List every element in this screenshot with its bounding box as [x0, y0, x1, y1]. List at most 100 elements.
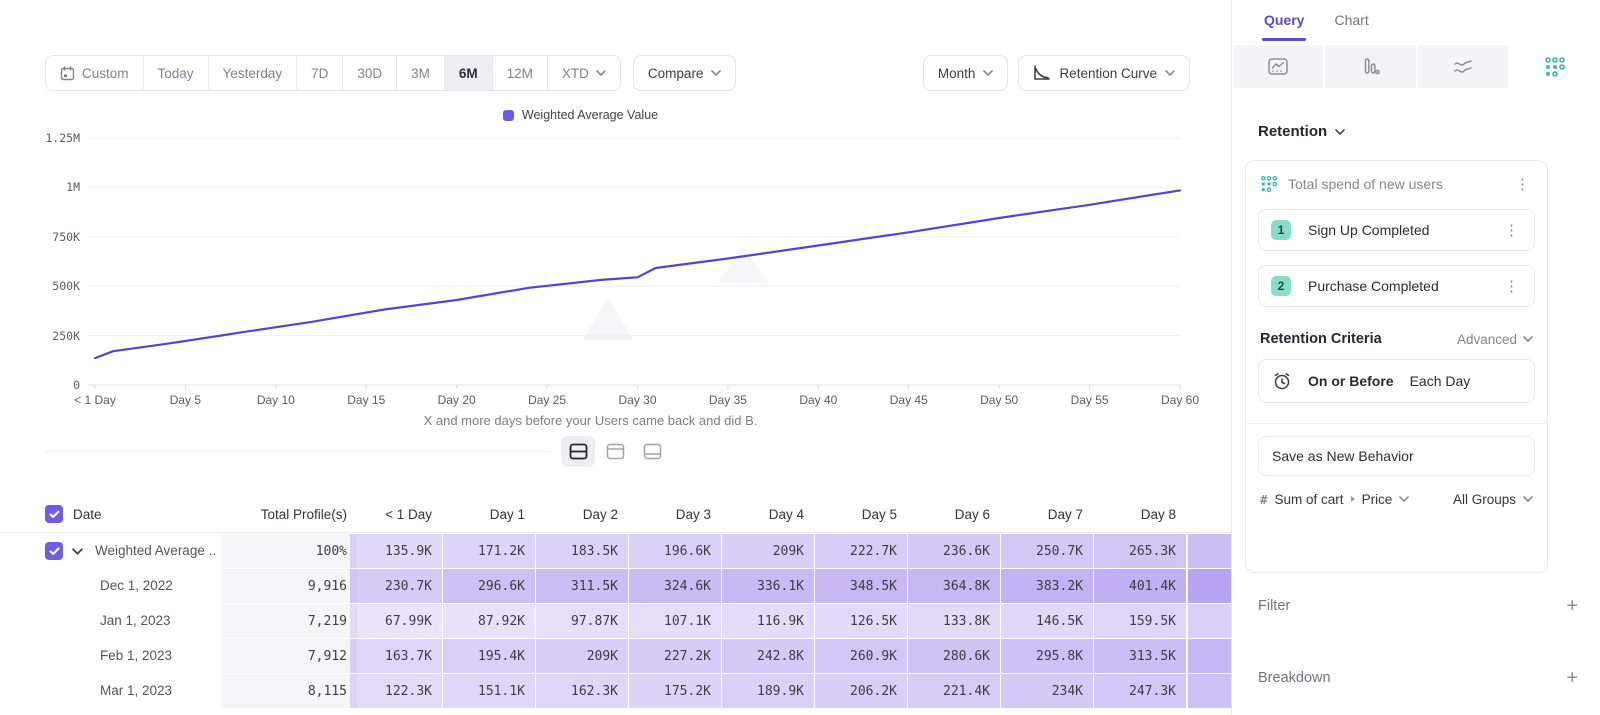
- measurement-property[interactable]: Price: [1361, 491, 1393, 507]
- step-event-label: Sign Up Completed: [1308, 222, 1430, 238]
- report-tab-insights-icon[interactable]: [1233, 45, 1324, 88]
- row-expander-chevron-icon[interactable]: [72, 548, 83, 555]
- date-range-12m[interactable]: 12M: [492, 56, 548, 90]
- advanced-label: Advanced: [1456, 331, 1517, 347]
- column-header-day: Day 8: [1140, 506, 1176, 522]
- retention-value-cell-clipped: [1188, 639, 1231, 673]
- retention-value-cell: 242.8K: [722, 639, 814, 673]
- row-checkbox[interactable]: [45, 542, 63, 560]
- view-toggle-split-icon[interactable]: [561, 436, 595, 467]
- condition-label: On or Before: [1308, 373, 1394, 389]
- table-row: Feb 1, 2023 7,912 163.7K 195.4K 209K 227.2K 24…: [0, 639, 1231, 674]
- measurement-label[interactable]: Sum of cart: [1274, 491, 1344, 507]
- x-axis-tick-label: Day 50: [980, 393, 1019, 407]
- table-view-toggles: [45, 436, 669, 467]
- view-toggle-table-icon[interactable]: [635, 436, 669, 467]
- date-range-label: 12M: [506, 65, 533, 81]
- y-axis-tick-label: 0: [73, 378, 80, 392]
- select-all-checkbox[interactable]: [45, 505, 63, 523]
- column-header-day: Day 4: [768, 506, 804, 522]
- x-axis-tick-label: Day 60: [1160, 393, 1200, 407]
- tab-query[interactable]: Query: [1261, 12, 1307, 41]
- view-toggle-chart-icon[interactable]: [598, 436, 632, 467]
- step-menu-kebab-icon[interactable]: ⋮: [1504, 221, 1519, 239]
- retention-line-chart: X and more days before your Users came b…: [0, 125, 1231, 430]
- chart-type-button[interactable]: Retention Curve: [1018, 55, 1190, 91]
- add-filter-button[interactable]: +: [1566, 595, 1578, 617]
- row-label: Weighted Average ...: [95, 543, 215, 558]
- date-range-30d[interactable]: 30D: [343, 56, 398, 90]
- retention-value-cell: 183.5K: [536, 534, 628, 568]
- retention-icon: [1545, 56, 1565, 77]
- advanced-dropdown[interactable]: Advanced: [1457, 332, 1533, 347]
- report-tab-funnels-icon[interactable]: [1325, 45, 1416, 88]
- retention-value-cell: 336.1K: [722, 569, 814, 603]
- tab-chart[interactable]: Chart: [1334, 12, 1369, 28]
- date-range-label: XTD: [561, 65, 589, 81]
- date-range-custom[interactable]: Custom: [46, 56, 144, 90]
- step-menu-kebab-icon[interactable]: ⋮: [1504, 277, 1519, 295]
- retention-criteria-label: Retention Criteria: [1260, 331, 1382, 347]
- add-breakdown-button[interactable]: +: [1566, 667, 1578, 689]
- step-event-label: Purchase Completed: [1308, 278, 1439, 294]
- retention-value-cell: 159.5K: [1094, 604, 1186, 638]
- date-range-yesterday[interactable]: Yesterday: [208, 56, 298, 90]
- report-tab-flows-icon[interactable]: [1417, 45, 1508, 88]
- column-header-day: Day 2: [582, 506, 618, 522]
- chart-legend-item[interactable]: Weighted Average Value: [0, 108, 1161, 122]
- retention-value-cell-clipped: [1188, 674, 1231, 708]
- chevron-down-icon: [596, 70, 606, 76]
- date-range-today[interactable]: Today: [143, 56, 209, 90]
- step-row-2[interactable]: 2 Purchase Completed ⋮: [1258, 265, 1535, 307]
- retention-value-cell: 196.6K: [629, 534, 721, 568]
- report-tab-retention-icon[interactable]: [1509, 45, 1600, 88]
- retention-value-cell: 163.7K: [350, 639, 442, 673]
- table-row: Jan 1, 2023 7,219 67.99K 87.92K 97.87K 107.1K…: [0, 604, 1231, 639]
- date-range-xtd[interactable]: XTD: [547, 56, 620, 90]
- chart-canvas: [88, 137, 1182, 389]
- table-row: Weighted Average ... 100% 135.9K 171.2K 183.…: [0, 534, 1231, 569]
- compare-button[interactable]: Compare: [632, 55, 737, 91]
- retention-value-cell: 122.3K: [350, 674, 442, 708]
- retention-value-cell: 162.3K: [536, 674, 628, 708]
- date-range-3m[interactable]: 3M: [397, 56, 445, 90]
- retention-value-cell: 230.7K: [350, 569, 442, 603]
- chevron-down-icon: [983, 70, 994, 76]
- query-sidebar: Query Chart Retention Total spend of new…: [1231, 0, 1600, 715]
- chevron-down-icon: [1523, 336, 1533, 342]
- retention-value-cell: 250.7K: [1001, 534, 1093, 568]
- retention-value-cell: 206.2K: [815, 674, 907, 708]
- x-axis-tick-label: Day 15: [347, 393, 386, 407]
- filter-section: Filter +: [1258, 596, 1578, 616]
- save-as-new-behavior-button[interactable]: Save as New Behavior: [1258, 436, 1535, 476]
- granularity-button[interactable]: Month: [922, 55, 1009, 91]
- retention-value-cell: 265.3K: [1094, 534, 1186, 568]
- date-range-7d[interactable]: 7D: [297, 56, 344, 90]
- column-header-day: Day 3: [675, 506, 711, 522]
- report-toolbar: Custom Today Yesterday 7D 30D 3M 6M 12M XTD Comp…: [45, 55, 1190, 91]
- total-profiles-cell: 8,115: [221, 674, 357, 708]
- retention-value-cell-clipped: [1188, 604, 1231, 638]
- date-range-label: 3M: [411, 65, 430, 81]
- retention-value-cell: 107.1K: [629, 604, 721, 638]
- row-label: Dec 1, 2022: [100, 578, 173, 593]
- date-range-label: Yesterday: [222, 65, 283, 81]
- retention-value-cell: 234K: [1001, 674, 1093, 708]
- report-type-tabs: [1233, 45, 1600, 88]
- retention-condition-row[interactable]: On or Before Each Day: [1258, 359, 1535, 403]
- breakdown-section: Breakdown +: [1258, 668, 1578, 688]
- main-panel: Custom Today Yesterday 7D 30D 3M 6M 12M XTD Comp…: [0, 55, 1231, 708]
- all-groups-dropdown[interactable]: All Groups: [1452, 491, 1516, 507]
- granularity-label: Month: [937, 65, 976, 81]
- breakdown-label: Breakdown: [1258, 670, 1331, 686]
- date-range-6m[interactable]: 6M: [444, 56, 493, 90]
- retention-value-cell: 189.9K: [722, 674, 814, 708]
- behavior-menu-kebab-icon[interactable]: ⋮: [1515, 175, 1530, 193]
- retention-value-cell: 175.2K: [629, 674, 721, 708]
- retention-value-cell: 135.9K: [350, 534, 442, 568]
- retention-value-cell: 260.9K: [815, 639, 907, 673]
- retention-section-dropdown[interactable]: Retention: [1258, 123, 1345, 140]
- table-header-row: Date Total Profile(s) < 1 Day Day 1 Day 2 Day…: [0, 495, 1231, 533]
- retention-value-cell: 126.5K: [815, 604, 907, 638]
- step-row-1[interactable]: 1 Sign Up Completed ⋮: [1258, 209, 1535, 251]
